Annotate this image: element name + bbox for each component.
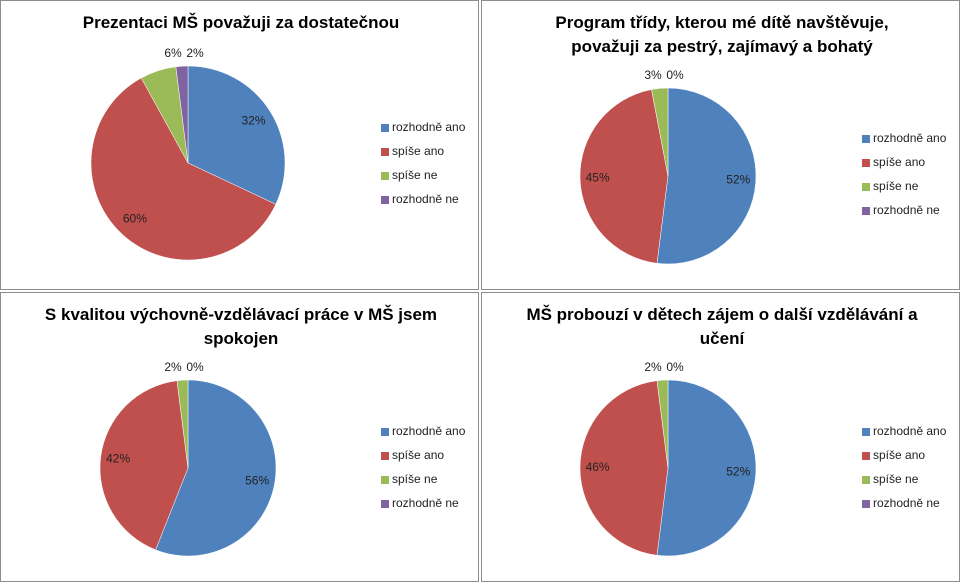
legend-swatch <box>862 452 870 460</box>
data-label: 45% <box>586 170 610 184</box>
pie-slice <box>187 65 286 205</box>
data-label: 2% <box>186 46 204 60</box>
legend-label: spíše ano <box>873 448 925 462</box>
legend-swatch <box>862 476 870 484</box>
data-label: 2% <box>164 360 182 374</box>
legend-label: spíše ne <box>873 472 919 486</box>
legend-swatch <box>862 135 870 143</box>
legend-swatch <box>381 452 389 460</box>
chart: 56% 42% 2% 0% rozhodně ano spíše ano spíše ne r… <box>99 360 466 557</box>
legend-label: spíše ano <box>392 448 444 462</box>
legend-label: spíše ne <box>873 179 919 193</box>
data-label: 0% <box>186 360 204 374</box>
chart-panel: 32% 60% 6% 2% rozhodně ano spíše ano spíše ne r… <box>0 0 479 290</box>
chart: 52% 46% 2% 0% rozhodně ano spíše ano spíše ne r… <box>579 360 947 557</box>
pie-slice <box>175 65 189 164</box>
legend-label: rozhodně ano <box>873 131 947 145</box>
legend-swatch <box>381 124 389 132</box>
chart-panel: 56% 42% 2% 0% rozhodně ano spíše ano spíše ne r… <box>0 292 479 582</box>
legend-swatch <box>862 159 870 167</box>
data-label: 60% <box>123 212 147 226</box>
data-label: 0% <box>666 360 684 374</box>
legend-label: rozhodně ne <box>873 203 940 217</box>
data-label: 0% <box>666 68 684 82</box>
chart-title: Program třídy, kterou mé dítě navštěvuje… <box>555 13 889 56</box>
data-label: 46% <box>586 460 610 474</box>
legend-swatch <box>381 148 389 156</box>
legend-swatch <box>381 172 389 180</box>
chart-panel: 52% 46% 2% 0% rozhodně ano spíše ano spíše ne r… <box>481 292 960 582</box>
pie-slice <box>579 89 669 264</box>
data-label: 52% <box>726 465 750 479</box>
data-label: 32% <box>242 114 266 128</box>
chart-title: S kvalitou výchovně-vzdělávací práce v M… <box>44 305 438 348</box>
legend-swatch <box>862 183 870 191</box>
pie-slice <box>656 379 757 557</box>
legend-swatch <box>862 207 870 215</box>
pie-slice <box>656 379 669 469</box>
legend-label: rozhodně ne <box>392 496 459 510</box>
legend-label: spíše ano <box>392 144 444 158</box>
data-label: 3% <box>644 68 662 82</box>
legend-label: rozhodně ano <box>873 424 947 438</box>
legend-swatch <box>862 500 870 508</box>
chart-title: MŠ probouzí v dětech zájem o další vzděl… <box>526 305 918 348</box>
pie-slice <box>155 379 277 557</box>
data-label: 52% <box>726 173 750 187</box>
legend-swatch <box>381 196 389 204</box>
pie-slice <box>176 379 189 469</box>
chart: 52% 45% 3% 0% rozhodně ano spíše ano spíše ne r… <box>579 68 947 265</box>
legend-label: rozhodně ano <box>392 120 466 134</box>
pie-slice <box>90 77 277 261</box>
data-label: 42% <box>106 451 130 465</box>
legend-swatch <box>381 428 389 436</box>
data-label: 2% <box>644 360 662 374</box>
legend-swatch <box>862 428 870 436</box>
legend-label: rozhodně ne <box>873 496 940 510</box>
legend-label: spíše ano <box>873 155 925 169</box>
chart-panel: 52% 45% 3% 0% rozhodně ano spíše ano spíše ne r… <box>481 0 960 290</box>
legend-label: spíše ne <box>392 472 438 486</box>
pie-slice <box>579 380 669 556</box>
legend-label: rozhodně ano <box>392 424 466 438</box>
chart-title: Prezentaci MŠ považuji za dostatečnou <box>82 13 400 32</box>
chart: 32% 60% 6% 2% rozhodně ano spíše ano spíše ne r… <box>90 46 466 261</box>
legend-label: spíše ne <box>392 168 438 182</box>
pie-slice <box>656 87 757 265</box>
legend-swatch <box>381 476 389 484</box>
data-label: 56% <box>245 473 269 487</box>
pie-slice <box>651 87 669 177</box>
legend-swatch <box>381 500 389 508</box>
pie-slice <box>99 380 189 551</box>
legend-label: rozhodně ne <box>392 192 459 206</box>
data-label: 6% <box>164 46 182 60</box>
